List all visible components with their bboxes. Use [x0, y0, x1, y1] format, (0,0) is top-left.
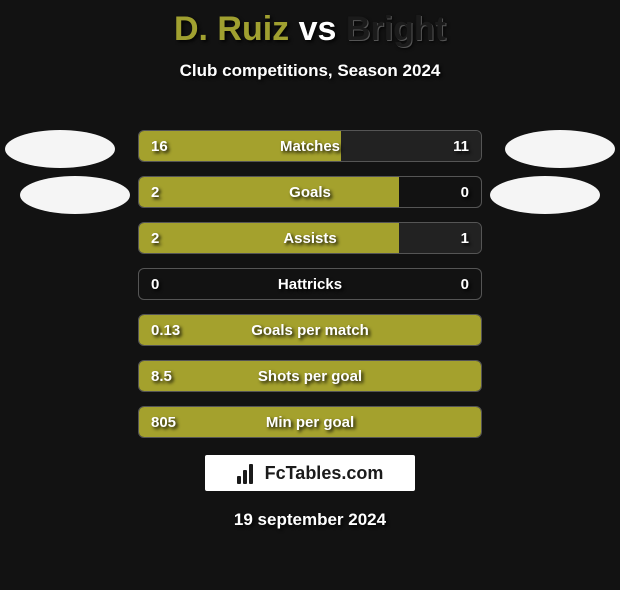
stat-label: Matches — [139, 131, 481, 161]
player-a-name: D. Ruiz — [174, 10, 289, 48]
vs-label: vs — [299, 10, 337, 48]
stat-label: Min per goal — [139, 407, 481, 437]
value-player-b: 0 — [461, 177, 469, 207]
stat-row: 16Matches11 — [138, 130, 482, 162]
stat-label: Goals — [139, 177, 481, 207]
stat-row: 0Hattricks0 — [138, 268, 482, 300]
watermark: FcTables.com — [205, 455, 415, 491]
stats-chart: 16Matches112Goals02Assists10Hattricks00.… — [0, 130, 620, 452]
stat-label: Goals per match — [139, 315, 481, 345]
subtitle: Club competitions, Season 2024 — [0, 61, 620, 81]
stat-row: 805Min per goal — [138, 406, 482, 438]
stat-row: 2Assists1 — [138, 222, 482, 254]
value-player-b: 0 — [461, 269, 469, 299]
stat-row: 0.13Goals per match — [138, 314, 482, 346]
player-b-name: Bright — [346, 10, 446, 48]
stat-row: 2Goals0 — [138, 176, 482, 208]
page-title: D. Ruiz vs Bright — [0, 10, 620, 49]
barchart-icon — [237, 462, 259, 484]
stat-label: Shots per goal — [139, 361, 481, 391]
stat-label: Hattricks — [139, 269, 481, 299]
date-label: 19 september 2024 — [0, 510, 620, 530]
value-player-b: 1 — [461, 223, 469, 253]
stat-label: Assists — [139, 223, 481, 253]
watermark-text: FcTables.com — [265, 463, 384, 484]
value-player-b: 11 — [453, 131, 469, 161]
stat-row: 8.5Shots per goal — [138, 360, 482, 392]
